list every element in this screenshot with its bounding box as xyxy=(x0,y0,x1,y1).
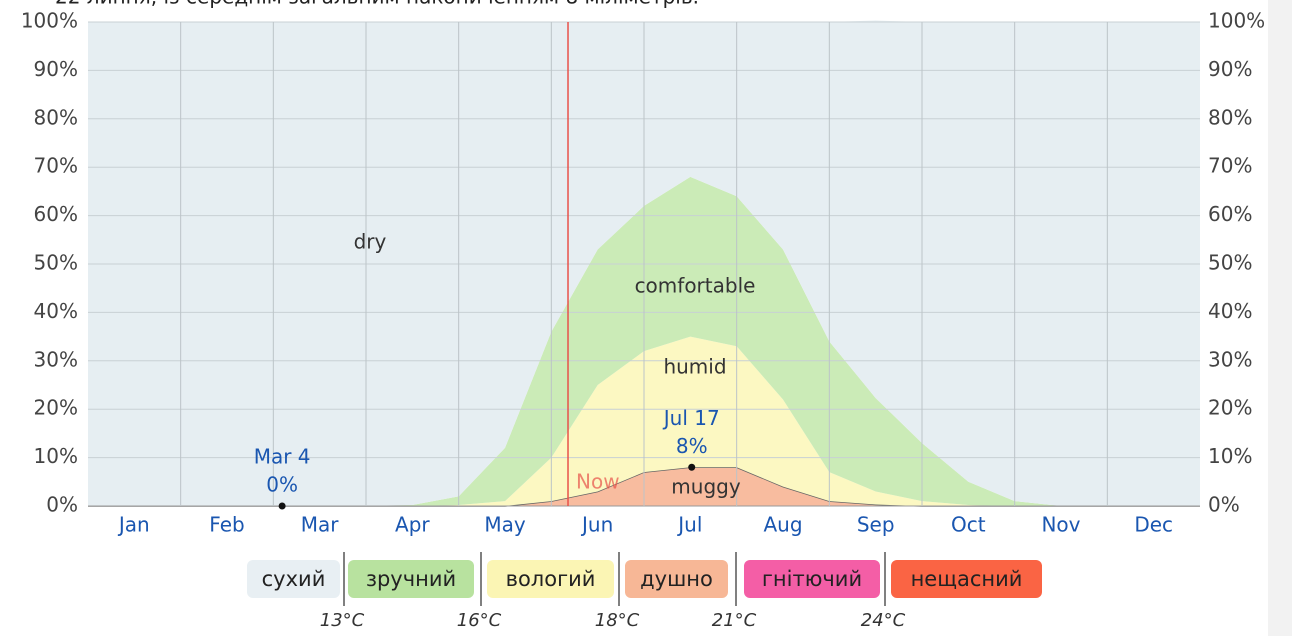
y-tick-label: 20% xyxy=(34,396,78,420)
legend-label: сухий xyxy=(262,567,326,591)
x-tick-label: Aug xyxy=(763,513,802,537)
y2-tick-label: 80% xyxy=(1208,105,1252,129)
now-label: Now xyxy=(576,470,620,494)
y-tick-label: 10% xyxy=(34,444,78,468)
y2-tick-label: 30% xyxy=(1208,347,1252,371)
legend-box xyxy=(891,560,1042,598)
legend-box xyxy=(247,560,340,598)
annotation-value: 8% xyxy=(676,434,708,458)
y2-tick-label: 90% xyxy=(1208,57,1252,81)
annotation-dot xyxy=(278,502,286,510)
series-label: humid xyxy=(663,355,726,379)
legend-label: душно xyxy=(640,567,713,591)
x-tick-label: Mar xyxy=(301,513,340,537)
legend-threshold: 13°C xyxy=(320,610,365,631)
legend-threshold: 21°C xyxy=(712,610,757,631)
x-tick-label: Jan xyxy=(117,513,150,537)
x-tick-label: Apr xyxy=(395,513,430,537)
legend-label: зручний xyxy=(366,567,456,591)
x-tick-label: Sep xyxy=(857,513,895,537)
y-tick-label: 40% xyxy=(34,299,78,323)
legend-threshold: 16°C xyxy=(457,610,502,631)
x-tick-label: May xyxy=(484,513,526,537)
series-label: comfortable xyxy=(635,274,756,298)
annotation-label: Mar 4 xyxy=(254,445,311,469)
legend-threshold: 24°C xyxy=(861,610,906,631)
y-tick-label: 90% xyxy=(34,57,78,81)
y-tick-label: 100% xyxy=(21,9,78,33)
legend-label: гнітючий xyxy=(762,567,862,591)
legend-box xyxy=(487,560,614,598)
y2-tick-label: 70% xyxy=(1208,154,1252,178)
clipped-caption: 22 липня, із середнім загальним накопиче… xyxy=(55,0,699,9)
legend-label: нещасний xyxy=(911,567,1023,591)
y2-tick-label: 20% xyxy=(1208,396,1252,420)
series-label: dry xyxy=(354,230,387,254)
x-tick-label: Jun xyxy=(580,513,613,537)
scroll-strip xyxy=(1268,0,1292,636)
y-tick-label: 30% xyxy=(34,347,78,371)
y2-tick-label: 40% xyxy=(1208,299,1252,323)
legend-box xyxy=(625,560,728,598)
x-tick-label: Oct xyxy=(951,513,986,537)
legend-threshold: 18°C xyxy=(595,610,640,631)
x-tick-label: Feb xyxy=(209,513,244,537)
y-tick-label: 0% xyxy=(46,493,78,517)
y2-tick-label: 100% xyxy=(1208,9,1265,33)
legend-label: вологий xyxy=(506,567,596,591)
x-tick-label: Dec xyxy=(1134,513,1173,537)
x-tick-label: Nov xyxy=(1041,513,1080,537)
y2-tick-label: 10% xyxy=(1208,444,1252,468)
legend-box xyxy=(744,560,880,598)
y-tick-label: 50% xyxy=(34,251,78,275)
y2-tick-label: 50% xyxy=(1208,251,1252,275)
annotation-dot xyxy=(688,463,696,471)
annotation-value: 0% xyxy=(266,473,298,497)
y-tick-label: 60% xyxy=(34,202,78,226)
x-tick-label: Jul xyxy=(676,513,702,537)
y-tick-label: 80% xyxy=(34,105,78,129)
annotation-label: Jul 17 xyxy=(662,406,720,430)
y-tick-label: 70% xyxy=(34,154,78,178)
y2-tick-label: 0% xyxy=(1208,493,1240,517)
series-label: muggy xyxy=(671,475,741,499)
y2-tick-label: 60% xyxy=(1208,202,1252,226)
legend-box xyxy=(348,560,474,598)
